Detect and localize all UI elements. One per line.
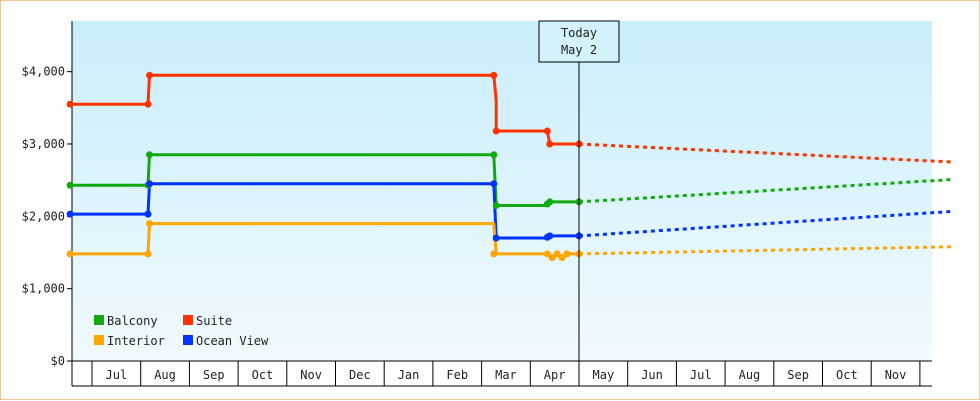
data-point-balcony [66, 181, 74, 189]
month-label: Sep [203, 368, 225, 382]
data-point-interior [558, 254, 566, 262]
month-label: Nov [300, 368, 322, 382]
data-point-suite [492, 127, 500, 135]
series-line-suite [70, 73, 579, 146]
month-label: Jun [641, 368, 663, 382]
data-point-interior [146, 220, 153, 228]
legend-label-ocean-view: Ocean View [196, 334, 269, 348]
data-point-interior [66, 250, 74, 258]
month-label: Sep [787, 368, 809, 382]
month-label: Nov [885, 368, 907, 382]
data-point-suite [543, 127, 551, 135]
plot-area [72, 21, 932, 361]
month-label: Jul [106, 368, 128, 382]
y-tick-label: $4,000 [22, 65, 65, 79]
today-label: Today [561, 26, 597, 40]
month-label: Feb [446, 368, 468, 382]
month-label: Dec [349, 368, 371, 382]
data-point-balcony [492, 202, 500, 209]
forecast-line-suite [578, 142, 955, 164]
legend-swatch-interior [94, 335, 104, 345]
data-point-ocean-view [66, 210, 74, 218]
y-tick-label: $3,000 [22, 137, 65, 151]
forecast-line-interior [578, 245, 955, 256]
legend-label-suite: Suite [196, 314, 232, 328]
data-point-ocean-view [490, 180, 498, 188]
legend-label-balcony: Balcony [107, 314, 158, 328]
forecast-line-ocean-view [578, 209, 955, 238]
data-point-interior [144, 250, 152, 258]
today-date: May 2 [561, 43, 597, 57]
data-point-suite [546, 140, 554, 148]
data-point-ocean-view [546, 232, 554, 240]
month-label: Aug [739, 368, 761, 382]
data-point-interior [563, 250, 571, 258]
data-point-ocean-view [146, 180, 153, 188]
data-point-suite [146, 71, 153, 79]
y-tick-label: $2,000 [22, 209, 65, 223]
y-tick-label: $1,000 [22, 282, 65, 296]
legend-swatch-balcony [94, 315, 104, 325]
data-point-balcony [546, 198, 554, 206]
data-point-ocean-view [144, 210, 152, 218]
data-point-ocean-view [492, 234, 500, 242]
data-point-interior [490, 250, 498, 258]
month-label: Oct [836, 368, 858, 382]
legend-swatch-ocean-view [183, 335, 193, 345]
today-box [538, 20, 620, 63]
forecast-line-balcony [578, 177, 955, 204]
legend-swatch-suite [183, 315, 193, 325]
month-label: Mar [495, 368, 517, 382]
data-point-suite [490, 71, 498, 79]
data-point-suite [66, 100, 74, 108]
month-label: May [593, 368, 615, 382]
data-point-interior [543, 250, 551, 258]
month-label: Oct [252, 368, 274, 382]
data-point-suite [144, 100, 152, 108]
data-point-interior [553, 250, 561, 258]
legend-label-interior: Interior [107, 334, 165, 348]
month-label: Jan [398, 368, 420, 382]
month-label: Jul [690, 368, 712, 382]
data-point-balcony [490, 151, 498, 159]
data-point-interior [548, 254, 556, 262]
month-label: Apr [544, 368, 566, 382]
data-point-balcony [146, 151, 153, 159]
y-tick-label: $0 [51, 354, 65, 368]
month-label: Aug [154, 368, 176, 382]
